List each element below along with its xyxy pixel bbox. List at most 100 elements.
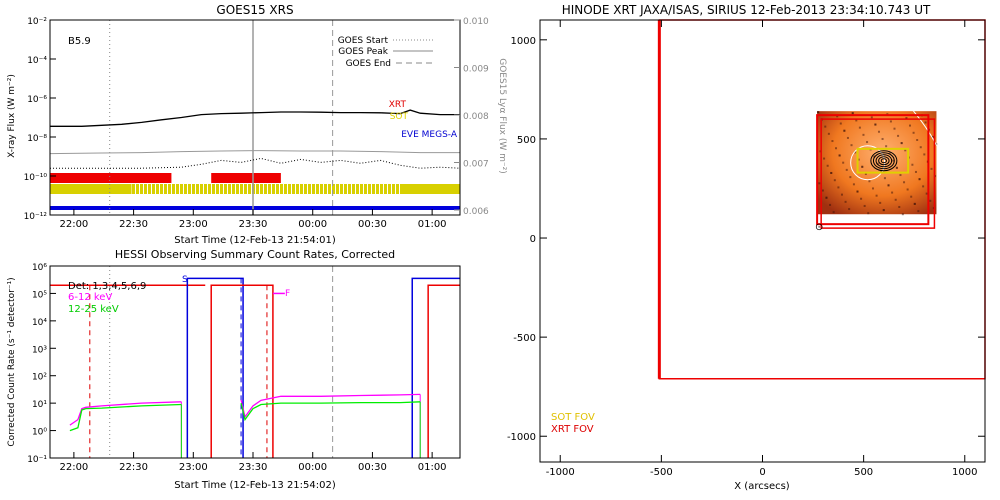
xrt-image-speckle	[900, 142, 903, 145]
hinode-axes-frame	[539, 19, 986, 463]
xrt-image-speckle	[843, 129, 846, 132]
goes-bar-1-1	[131, 184, 461, 194]
hessi-blue-step-0	[186, 277, 244, 458]
hinode-ytick-label-1: 500	[517, 135, 536, 146]
goes-panel: GOES15 XRS 10⁻² 10⁻⁴ 10⁻⁶ 10⁻⁸ 10⁻¹⁰ 10⁻¹² 0.0…	[7, 3, 507, 246]
hessi-xtick-label-3: 23:30	[239, 462, 268, 473]
xrt-image-speckle	[919, 146, 922, 149]
legend-xrt-fov: XRT FOV	[551, 424, 594, 435]
goes-ytick-label-3: 10⁻⁸	[27, 134, 47, 144]
xrt-image-speckle	[867, 212, 870, 215]
hessi-xtick-label-6: 01:00	[418, 462, 447, 473]
hessi-flag-s: S	[182, 275, 188, 285]
xrt-image-speckle	[864, 173, 867, 176]
xrt-image-speckle	[924, 121, 927, 124]
hinode-xtick-label-3: 500	[854, 467, 873, 478]
xrt-image-speckle	[899, 174, 902, 177]
xrt-image-speckle	[848, 208, 851, 211]
hinode-ytick-label-2: 0	[530, 234, 536, 245]
xrt-image-speckle	[892, 159, 895, 162]
xrt-image-speckle	[923, 153, 926, 156]
xrt-image-speckle	[873, 155, 876, 158]
hessi-xlabel: Start Time (12-Feb-13 21:54:02)	[174, 480, 336, 491]
xrt-image-speckle	[901, 213, 904, 216]
solar-limb	[912, 111, 937, 147]
hinode-ytick-label-3: -500	[513, 333, 536, 344]
hessi-ytick-label-4: 10²	[32, 373, 47, 383]
hinode-panel: HINODE XRT JAXA/ISAS, SIRIUS 12-Feb-2013…	[507, 3, 986, 492]
xrt-image-speckle	[911, 163, 914, 166]
xrt-image-speckle	[849, 176, 852, 179]
xrt-image-speckle	[931, 135, 934, 138]
xrt-image-speckle	[825, 196, 828, 199]
xrt-image-speckle	[914, 170, 917, 173]
xrt-image-speckle	[818, 182, 821, 185]
hessi-ytick-label-6: 10⁰	[32, 428, 47, 438]
hessi-series-0-a	[69, 401, 182, 426]
hessi-contour-3	[878, 156, 890, 166]
hessi-xtick-label-5: 00:30	[358, 462, 387, 473]
goes-series-lya	[50, 157, 461, 169]
xrt-image-speckle	[888, 152, 891, 155]
goes-bar-1-0	[50, 184, 132, 194]
xrt-image-speckle	[827, 132, 830, 135]
hessi-series-0-b	[240, 393, 421, 419]
goes-xtick-label-5: 00:30	[358, 219, 387, 230]
xrt-image-speckle	[863, 204, 866, 207]
goes-axes-frame	[49, 19, 461, 216]
xrt-image-speckle	[906, 188, 909, 191]
hessi-xtick-label-2: 23:00	[179, 462, 208, 473]
xrt-image-speckle	[851, 112, 854, 115]
xrt-image-speckle	[876, 162, 879, 165]
goes-y2tick-label-3: 0.007	[463, 160, 489, 170]
xrt-image-speckle	[839, 122, 842, 125]
xrt-image-speckle	[918, 178, 921, 181]
xrt-image-speckle	[925, 192, 928, 195]
hessi-series-1-a	[69, 403, 182, 432]
hessi-ylabel: Corrected Count Rate (s⁻¹ detector⁻¹)	[7, 277, 17, 446]
goes-series-short	[49, 150, 460, 155]
goes-xtick-label-1: 22:30	[119, 219, 148, 230]
fov-box-1	[816, 114, 930, 226]
xrt-image-speckle	[831, 140, 834, 143]
hessi-detectors-label: Det: 1,3,4,5,6,9	[68, 281, 146, 292]
hinode-ytick-label-0: 1000	[511, 36, 536, 47]
goes-xlabel: Start Time (12-Feb-13 21:54:01)	[174, 235, 336, 246]
hessi-ytick-label-2: 10⁴	[32, 318, 47, 328]
goes-xtick-label-4: 00:00	[298, 219, 327, 230]
xrt-image-speckle	[861, 165, 864, 168]
goes-y2tick-label-2: 0.008	[463, 112, 489, 122]
goes-y2label: GOES15 Lyα Flux (W m⁻²)	[497, 58, 507, 174]
goes-ylabel: X-ray Flux (W m⁻²)	[7, 74, 17, 158]
xrt-image-speckle	[833, 179, 836, 182]
xrt-image-speckle	[846, 136, 849, 139]
xrt-image-speckle	[842, 161, 845, 164]
xrt-image-speckle	[889, 120, 892, 123]
goes-xtick-label-6: 01:00	[418, 219, 447, 230]
fov-box-2	[856, 147, 910, 174]
solar-center-symbol: ⊙	[815, 222, 823, 233]
xrt-image-speckle	[845, 168, 848, 171]
hinode-ytick-label-4: -1000	[507, 432, 536, 443]
goes-ytick-label-0: 10⁻²	[27, 17, 47, 27]
xrt-image-speckle	[823, 157, 826, 160]
xrt-image-speckle	[872, 187, 875, 190]
xrt-image-speckle	[912, 131, 915, 134]
xrt-image-speckle	[830, 171, 833, 174]
goes-xtick-label-3: 23:30	[239, 219, 268, 230]
goes-bar-2-0	[50, 206, 460, 210]
goes-ytick-label-4: 10⁻¹⁰	[24, 173, 48, 183]
instrument-label-eve: EVE MEGS-A	[401, 130, 458, 140]
goes-title: GOES15 XRS	[216, 3, 293, 17]
xrt-image-speckle	[852, 183, 855, 186]
xrt-image-speckle	[879, 201, 882, 204]
xrt-image-speckle	[858, 126, 861, 129]
goes-legend: GOES Start GOES Peak GOES End	[338, 36, 436, 69]
hessi-xtick-label-4: 00:00	[298, 462, 327, 473]
xrt-image-speckle	[887, 184, 890, 187]
hinode-plot-area: ⊙ 1000 500 0 -500 -1000 -1000 -500 0 500 1000	[507, 19, 986, 478]
goes-series-long	[50, 109, 460, 127]
goes-class-label: B5.9	[68, 36, 91, 47]
goes-ytick-label-1: 10⁻⁴	[27, 56, 47, 66]
